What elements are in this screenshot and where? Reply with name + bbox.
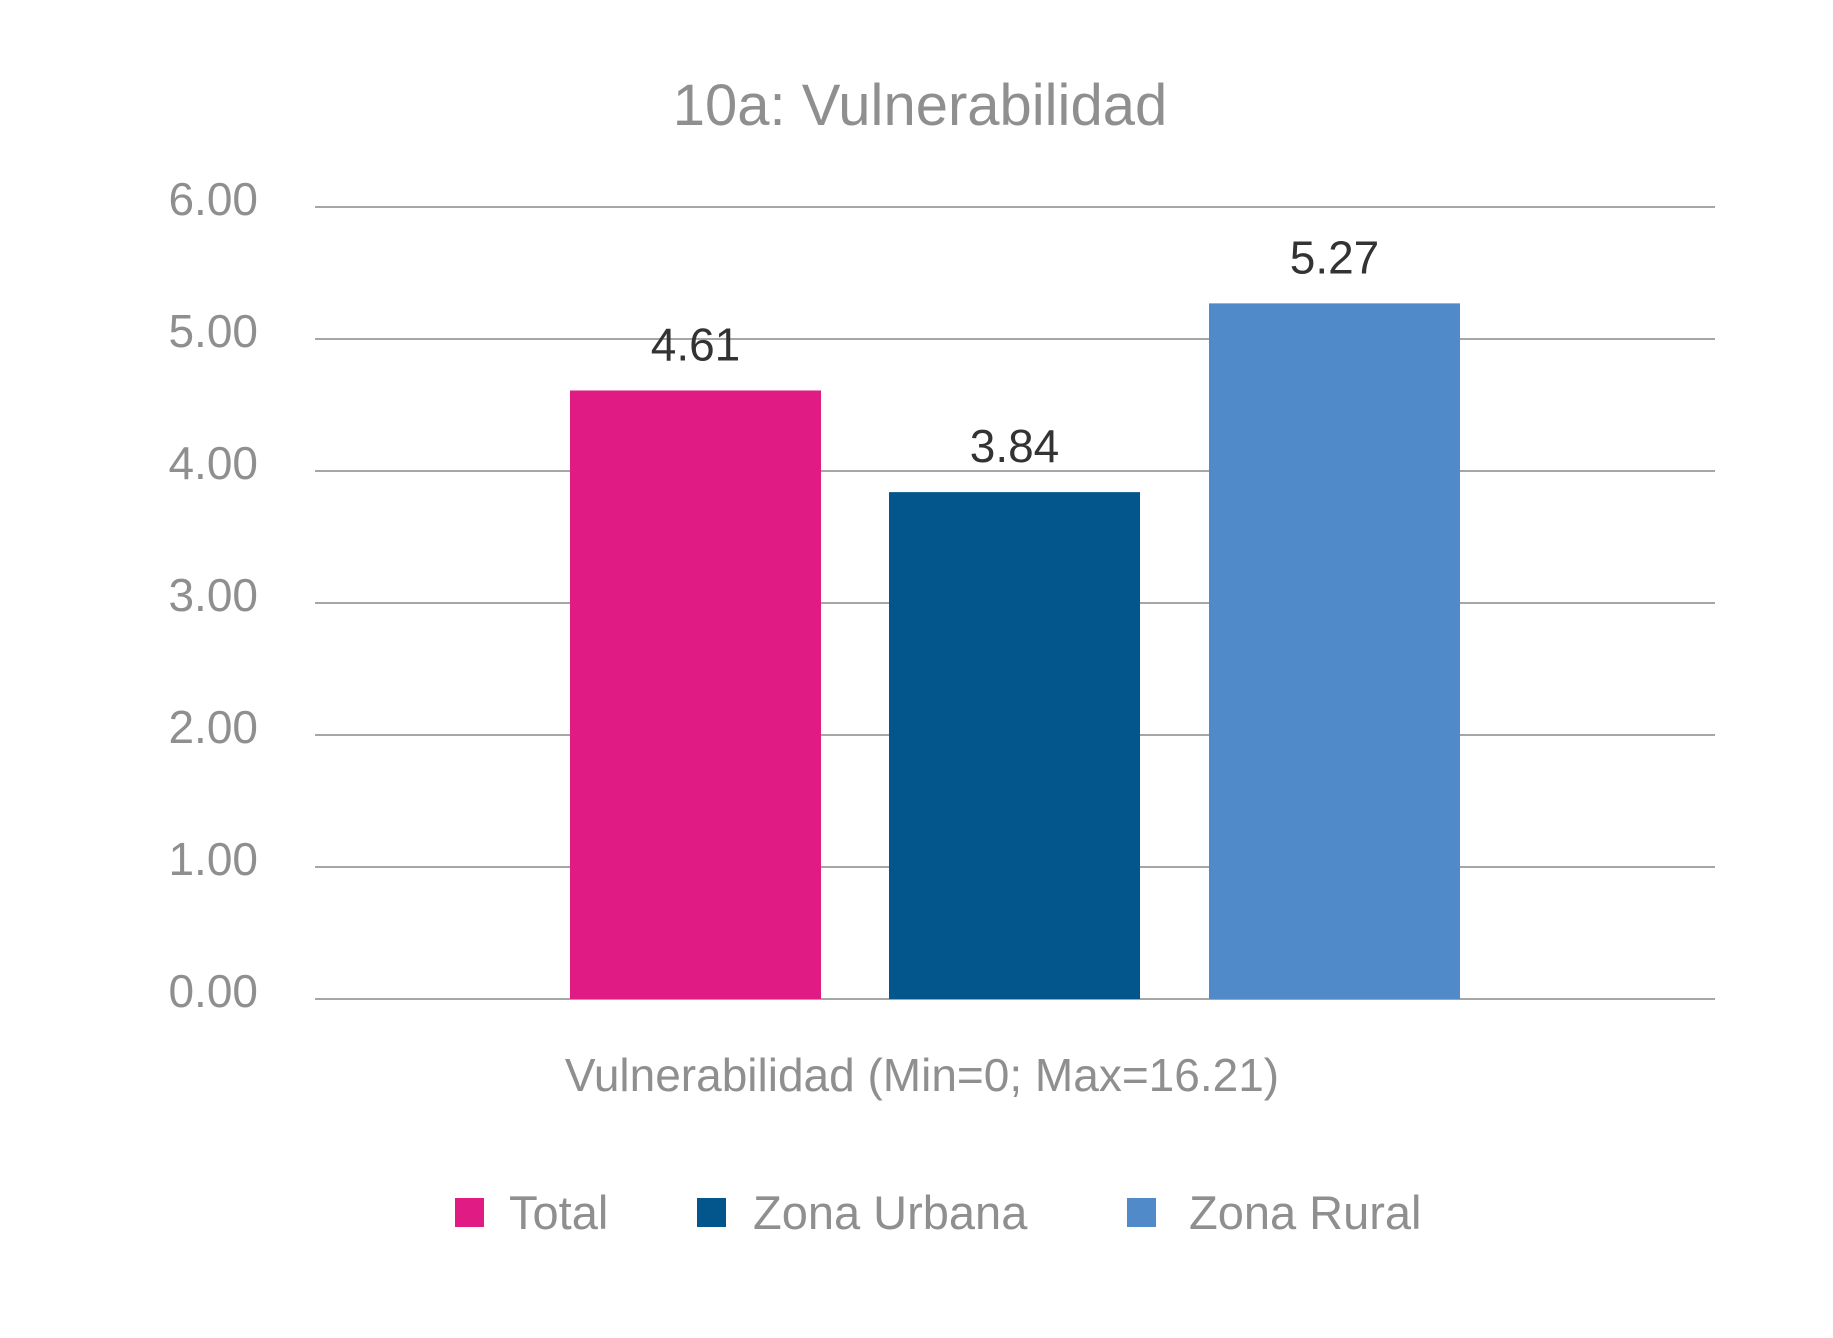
- y-tick-label: 6.00: [168, 173, 258, 225]
- legend-swatch: [697, 1198, 726, 1227]
- bar-total: [570, 390, 821, 1000]
- legend-label: Total: [509, 1186, 608, 1239]
- legend-label: Zona Rural: [1189, 1186, 1422, 1239]
- bar-zona-urbana: [889, 492, 1140, 999]
- chart-title: 10a: Vulnerabilidad: [673, 73, 1167, 138]
- y-tick-label: 5.00: [168, 305, 258, 357]
- legend-swatch: [1127, 1198, 1156, 1227]
- legend-swatch: [455, 1198, 484, 1227]
- data-label: 4.61: [651, 318, 741, 370]
- bar-zona-rural: [1209, 303, 1460, 999]
- y-axis-ticks: 0.00 1.00 2.00 3.00 4.00 5.00 6.00: [168, 173, 258, 1017]
- bars: [570, 303, 1460, 1000]
- data-label: 3.84: [970, 420, 1060, 472]
- legend-label: Zona Urbana: [753, 1186, 1028, 1239]
- x-axis-label: Vulnerabilidad (Min=0; Max=16.21): [565, 1049, 1279, 1101]
- legend: Total Zona Urbana Zona Rural: [455, 1186, 1422, 1239]
- y-tick-label: 0.00: [168, 965, 258, 1017]
- y-tick-label: 2.00: [168, 701, 258, 753]
- data-labels: 4.61 3.84 5.27: [651, 231, 1380, 472]
- data-label: 5.27: [1290, 231, 1380, 283]
- y-tick-label: 3.00: [168, 569, 258, 621]
- y-tick-label: 1.00: [168, 833, 258, 885]
- y-tick-label: 4.00: [168, 437, 258, 489]
